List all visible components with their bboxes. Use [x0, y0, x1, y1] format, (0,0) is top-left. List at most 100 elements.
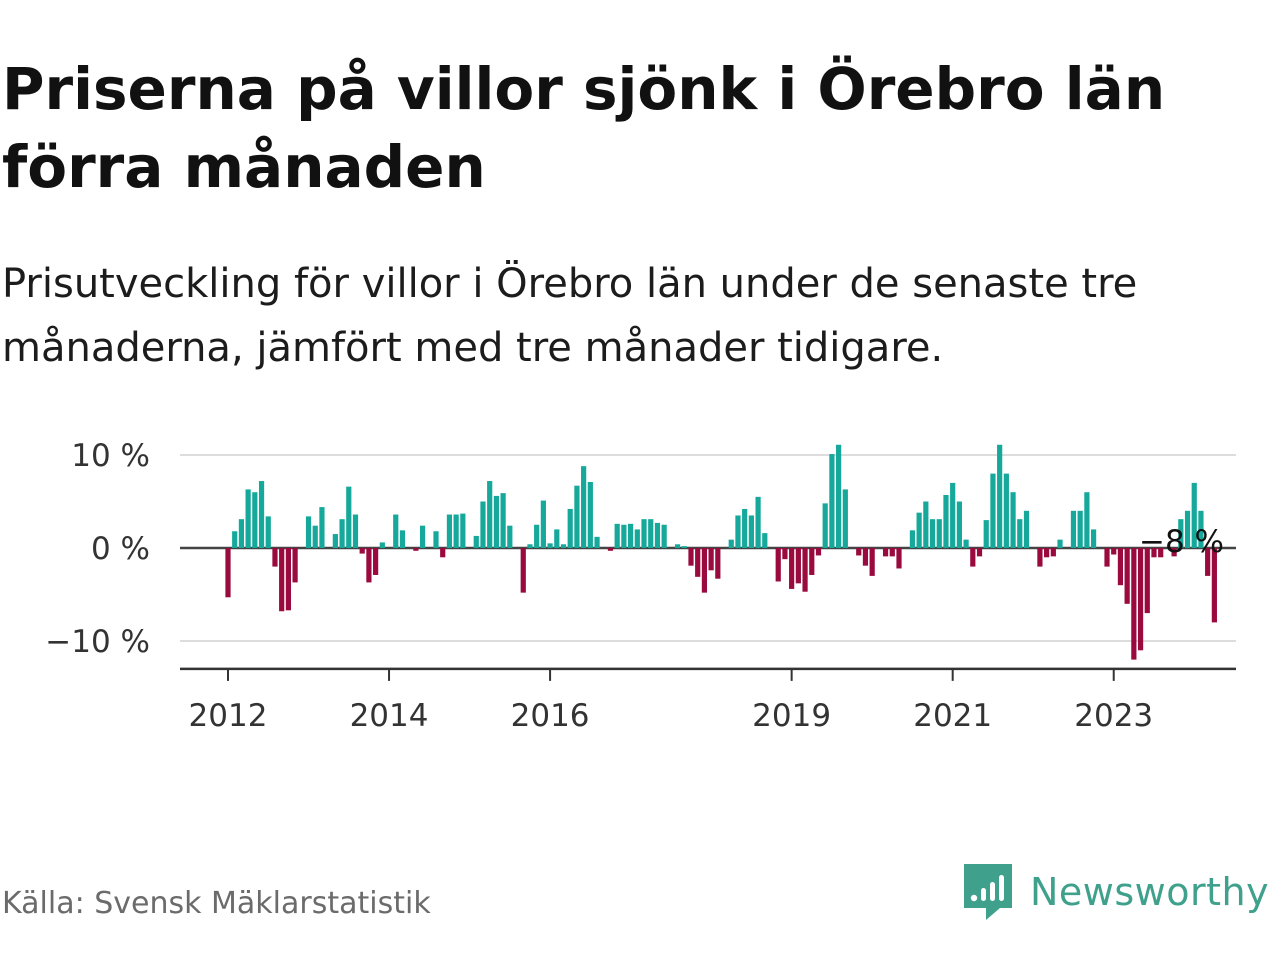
bar [782, 548, 788, 560]
bar [956, 501, 962, 548]
bar [936, 519, 942, 548]
bar [487, 481, 493, 548]
x-tick-label: 2012 [189, 698, 268, 734]
bar [366, 548, 372, 583]
bar [493, 495, 499, 548]
bar [621, 524, 627, 548]
bar [587, 481, 593, 548]
bar [574, 485, 580, 548]
bar [681, 546, 687, 548]
bar [1131, 548, 1137, 660]
bar [581, 466, 587, 548]
bar [802, 548, 808, 592]
bar [929, 519, 936, 548]
bar [265, 516, 271, 548]
bar [419, 525, 426, 548]
bar [1198, 510, 1204, 548]
bar [1050, 548, 1056, 557]
bar [728, 539, 734, 548]
bar [990, 473, 996, 548]
x-tick-label: 2023 [1074, 698, 1153, 734]
bar [862, 548, 869, 566]
bar [708, 548, 714, 571]
bar [869, 548, 875, 576]
bar [882, 548, 889, 557]
bar [279, 548, 285, 612]
bar [1158, 548, 1164, 558]
last-value-annotation: −8 % [1139, 524, 1224, 560]
bar [755, 496, 761, 548]
bar [1117, 548, 1124, 586]
bar [312, 525, 318, 548]
bar [795, 548, 801, 584]
bar [950, 482, 956, 548]
bar [507, 525, 513, 548]
bar [701, 548, 708, 593]
bar [1090, 529, 1097, 548]
bar [634, 529, 640, 548]
bar [983, 520, 989, 548]
bar [976, 548, 983, 557]
bar [842, 489, 848, 548]
y-tick-label: −10 % [45, 624, 150, 660]
bar [272, 548, 278, 567]
bar [238, 519, 245, 548]
bar [1191, 482, 1197, 548]
bar [393, 514, 399, 548]
bar [909, 530, 916, 548]
bar [815, 548, 822, 556]
x-tick-label: 2014 [350, 698, 429, 734]
bar [1070, 510, 1077, 548]
bar [352, 514, 359, 548]
bar [654, 522, 661, 548]
x-tick-label: 2016 [511, 698, 590, 734]
bar [305, 516, 312, 548]
bar [527, 544, 533, 548]
bar [970, 548, 976, 567]
y-tick-label: 10 % [71, 438, 150, 474]
bar [674, 544, 681, 548]
bar [473, 535, 479, 548]
bar [232, 531, 238, 548]
annotation-layer: −8 % [1139, 524, 1224, 560]
bar [963, 539, 969, 548]
bar [715, 548, 721, 579]
y-tick-label: 0 % [91, 531, 150, 567]
bar [1124, 548, 1130, 604]
bar-chart: 10 % 0 % −10 % 2012 2014 2016 2019 2021 2023 −8… [45, 438, 1236, 734]
bar [245, 489, 251, 548]
bar [292, 548, 298, 583]
bar [339, 519, 345, 548]
bar [789, 548, 795, 589]
bar [775, 548, 781, 582]
x-axis: 2012 2014 2016 2019 2021 2023 [180, 667, 1236, 734]
bar [836, 444, 842, 548]
chart-subtitle: Prisutveckling för villor i Örebro län u… [2, 261, 1138, 371]
bar [688, 548, 694, 566]
x-tick-label: 2019 [752, 698, 831, 734]
bar [748, 515, 754, 548]
brand-logo[interactable]: Newsworthy [962, 862, 1269, 922]
bar [1205, 548, 1211, 576]
bar [460, 513, 466, 548]
y-axis-tick-labels: 10 % 0 % −10 % [45, 438, 150, 660]
bar [889, 548, 895, 557]
source-note: Källa: Svensk Mäklarstatistik [2, 886, 431, 921]
bar [560, 544, 567, 548]
bar [1111, 548, 1117, 555]
bar [762, 533, 768, 548]
bar [916, 512, 922, 548]
bar [735, 515, 741, 548]
bar [829, 454, 835, 548]
bar [413, 548, 419, 551]
bar [547, 543, 553, 548]
bar [1037, 548, 1043, 567]
bar [480, 501, 486, 548]
bar [1023, 510, 1030, 548]
bar [446, 514, 453, 548]
bar [1057, 539, 1063, 548]
bar [433, 531, 439, 548]
bar [225, 548, 231, 598]
bar [1003, 473, 1009, 548]
bar [614, 523, 620, 548]
